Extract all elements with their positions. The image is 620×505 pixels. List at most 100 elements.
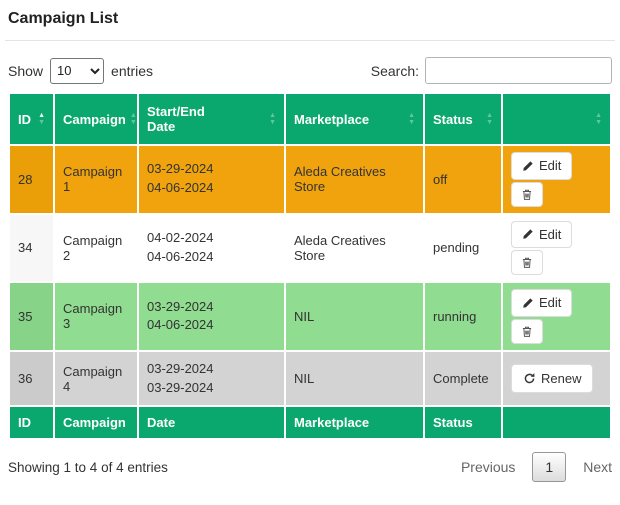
- column-header-label: Marketplace: [294, 111, 370, 127]
- cell-actions: Edit: [501, 281, 612, 352]
- trash-icon: [521, 188, 533, 201]
- previous-page-button[interactable]: Previous: [460, 459, 516, 476]
- column-header-content: Marketplace ▲ ▼: [294, 112, 415, 127]
- column-header-label: Status: [433, 111, 473, 127]
- sort-desc-icon: ▼: [595, 119, 602, 126]
- footer-header-date: Date: [137, 405, 286, 441]
- cell-marketplace: NIL: [284, 349, 425, 408]
- cell-campaign: Campaign 4: [53, 349, 139, 408]
- entries-label: entries: [111, 62, 154, 79]
- delete-button[interactable]: [511, 250, 543, 276]
- search-control: Search:: [371, 57, 612, 84]
- date-line: 03-29-2024: [147, 379, 214, 395]
- column-header-content: Campaign ▲ ▼: [63, 112, 137, 127]
- edit-button[interactable]: Edit: [511, 220, 573, 249]
- column-header-content: Status ▲ ▼: [433, 112, 493, 127]
- table-footer-row: ID Campaign Date Marketplace Status: [8, 405, 612, 441]
- edit-button-label: Edit: [539, 226, 562, 242]
- table-bottom-bar: Showing 1 to 4 of 4 entries Previous 1 N…: [8, 452, 612, 483]
- search-label: Search:: [370, 62, 419, 79]
- cell-marketplace: Aleda Creatives Store: [284, 212, 425, 284]
- cell-date: 03-29-2024 04-06-2024: [137, 281, 286, 352]
- cell-id: 36: [8, 349, 55, 408]
- page-1-button[interactable]: 1: [532, 452, 567, 483]
- entries-info: Showing 1 to 4 of 4 entries: [8, 459, 168, 475]
- cell-status: off: [423, 144, 503, 215]
- delete-button[interactable]: [511, 181, 543, 207]
- table-row: 35 Campaign 3 03-29-2024 04-06-2024 NIL runni…: [8, 281, 612, 352]
- table-row: 36 Campaign 4 03-29-2024 03-29-2024 NIL Compl…: [8, 349, 612, 408]
- cell-campaign: Campaign 3: [53, 281, 139, 352]
- page-length-select[interactable]: 10: [50, 57, 105, 84]
- cell-id: 28: [8, 144, 55, 215]
- cell-status: running: [423, 281, 503, 352]
- refresh-icon: [523, 372, 536, 385]
- search-input[interactable]: [425, 57, 612, 84]
- date-line: 04-06-2024: [147, 180, 214, 196]
- sort-asc-icon: ▲: [269, 112, 276, 119]
- cell-campaign: Campaign 2: [53, 212, 139, 284]
- sort-arrows-icon: ▲ ▼: [38, 112, 45, 126]
- footer-header-id: ID: [8, 405, 55, 441]
- date-line: 03-29-2024: [147, 298, 214, 314]
- cell-date: 03-29-2024 04-06-2024: [137, 144, 286, 215]
- column-header-marketplace[interactable]: Marketplace ▲ ▼: [284, 92, 425, 146]
- sort-desc-icon: ▼: [408, 119, 415, 126]
- column-header-date[interactable]: Start/End Date ▲ ▼: [137, 92, 286, 146]
- table-controls: Show 10 entries Search:: [8, 57, 612, 84]
- cell-id: 35: [8, 281, 55, 352]
- column-header-id[interactable]: ID ▲ ▼: [8, 92, 55, 146]
- sort-desc-icon: ▼: [486, 119, 493, 126]
- renew-button[interactable]: Renew: [511, 363, 594, 394]
- edit-button[interactable]: Edit: [511, 152, 573, 180]
- sort-asc-icon: ▲: [38, 112, 45, 119]
- column-header-campaign[interactable]: Campaign ▲ ▼: [53, 92, 139, 146]
- sort-arrows-icon: ▲ ▼: [486, 112, 493, 126]
- column-header-content: ▲ ▼: [511, 112, 602, 126]
- cell-status: pending: [423, 212, 503, 284]
- edit-button-label: Edit: [539, 295, 562, 311]
- sort-desc-icon: ▼: [129, 119, 137, 126]
- action-buttons: Edit: [511, 220, 602, 276]
- column-header-actions[interactable]: ▲ ▼: [501, 92, 612, 146]
- column-header-label: Start/End Date: [147, 104, 205, 134]
- cell-campaign: Campaign 1: [53, 144, 139, 215]
- footer-header-campaign: Campaign: [53, 405, 139, 441]
- footer-header-marketplace: Marketplace: [284, 405, 425, 441]
- table-row: 28 Campaign 1 03-29-2024 04-06-2024 Aleda Cr…: [8, 144, 612, 215]
- action-buttons: Edit: [511, 289, 602, 344]
- campaign-table: ID ▲ ▼ Campaign ▲ ▼ Start/End Date ▲ ▼ Marketplace…: [8, 92, 612, 441]
- sort-asc-icon: ▲: [595, 112, 602, 119]
- cell-actions: Edit: [501, 144, 612, 215]
- sort-asc-icon: ▲: [129, 112, 137, 119]
- delete-button[interactable]: [511, 318, 543, 344]
- cell-status: Complete: [423, 349, 503, 408]
- date-line: 04-02-2024: [147, 230, 214, 246]
- sort-arrows-icon: ▲ ▼: [269, 112, 276, 126]
- cell-id: 34: [8, 212, 55, 284]
- sort-desc-icon: ▼: [269, 119, 276, 126]
- sort-arrows-icon: ▲ ▼: [595, 112, 602, 126]
- sort-arrows-icon: ▲ ▼: [408, 112, 415, 126]
- cell-date: 03-29-2024 03-29-2024: [137, 349, 286, 408]
- column-header-status[interactable]: Status ▲ ▼: [423, 92, 503, 146]
- action-buttons: Renew: [511, 363, 602, 394]
- sort-arrows-icon: ▲ ▼: [130, 112, 137, 126]
- trash-icon: [521, 325, 533, 338]
- show-label: Show: [8, 62, 44, 79]
- column-header-label: ID: [18, 111, 31, 127]
- cell-marketplace: Aleda Creatives Store: [284, 144, 425, 215]
- date-line: 03-29-2024: [147, 360, 214, 376]
- footer-header-blank: [501, 405, 612, 441]
- cell-marketplace: NIL: [284, 281, 425, 352]
- date-line: 04-06-2024: [147, 248, 214, 264]
- table-header-row: ID ▲ ▼ Campaign ▲ ▼ Start/End Date ▲ ▼ Marketplace…: [8, 92, 612, 146]
- sort-desc-icon: ▼: [38, 119, 45, 126]
- edit-button-label: Edit: [539, 158, 562, 173]
- table-row: 34 Campaign 2 04-02-2024 04-06-2024 Aleda Cr…: [8, 212, 612, 284]
- trash-icon: [521, 256, 533, 269]
- sort-asc-icon: ▲: [486, 112, 493, 119]
- next-page-button[interactable]: Next: [583, 459, 612, 476]
- edit-button[interactable]: Edit: [511, 289, 573, 317]
- pencil-icon: [522, 228, 534, 240]
